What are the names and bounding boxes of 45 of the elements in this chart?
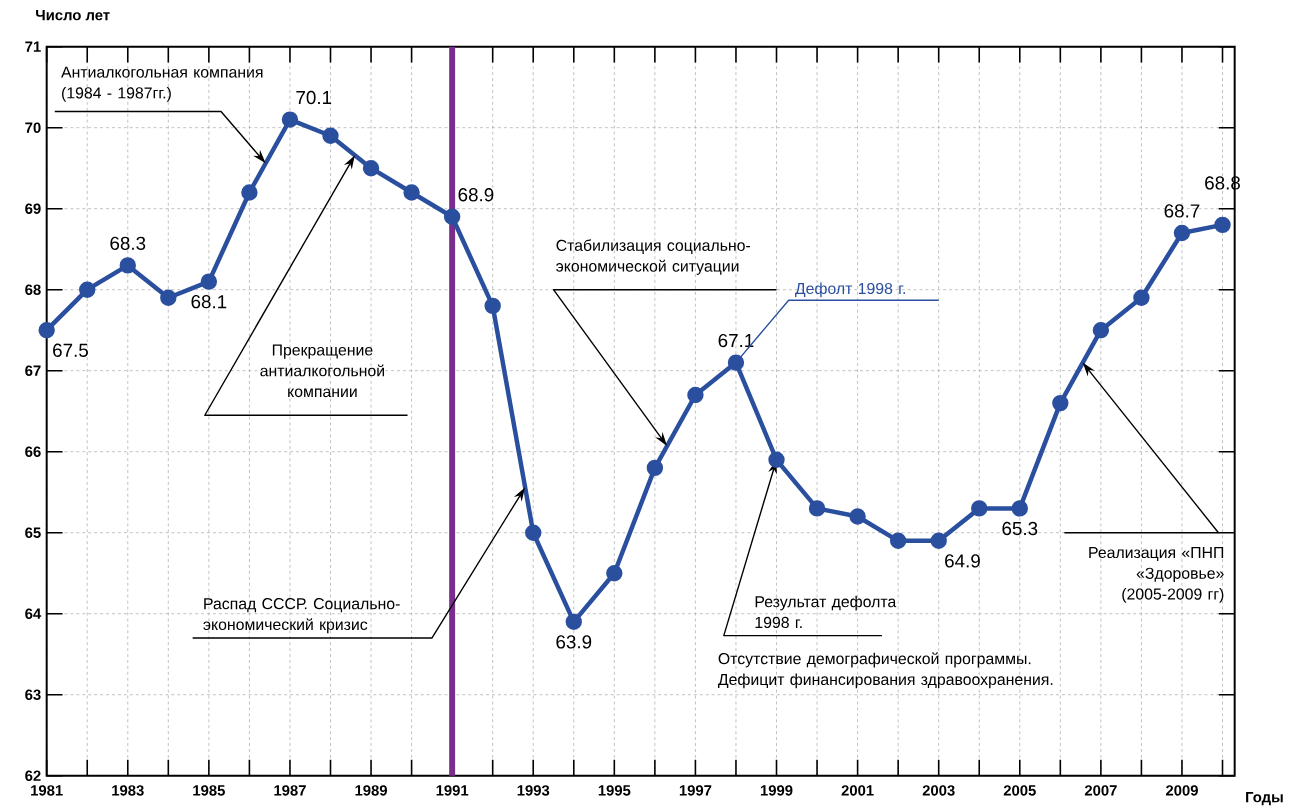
- x-tick-label: 2003: [922, 785, 955, 796]
- annotation: Стабилизация социально-экономической ситуации: [556, 239, 751, 276]
- x-tick-label: 2009: [1165, 785, 1198, 796]
- y-tick-label: 64: [25, 608, 42, 620]
- data-label: 70.1: [296, 91, 332, 105]
- data-label: 63.9: [556, 635, 592, 649]
- data-label: 65.3: [1002, 522, 1038, 536]
- y-tick-label: 69: [25, 203, 41, 215]
- annotation: Антиалкогольная компания (1984 - 1987гг.): [61, 66, 263, 102]
- data-label: 68.1: [191, 295, 227, 309]
- x-tick-label: 1981: [31, 785, 63, 796]
- data-label: 68.3: [110, 236, 146, 251]
- data-label: 67.5: [53, 343, 88, 358]
- data-label: 68.7: [1164, 204, 1200, 218]
- annotation: Распад СССР. Социально-экономический кризис: [203, 598, 400, 634]
- x-tick-label: 1983: [112, 785, 144, 796]
- y-axis-title: Число лет: [36, 10, 110, 21]
- x-tick-label: 1987: [274, 785, 306, 796]
- annotation: Реализация «ПНП «Здоровье» (2005-2009 гг): [1089, 547, 1224, 604]
- y-tick-label: 66: [25, 446, 41, 458]
- y-tick-label: 65: [25, 527, 41, 539]
- x-tick-label: 1999: [760, 785, 793, 796]
- y-tick-label: 68: [25, 284, 41, 296]
- annotation: Результат дефолта 1998 г.: [755, 595, 897, 629]
- x-tick-label: 2001: [841, 785, 874, 796]
- x-axis-title: Годы: [1246, 792, 1283, 806]
- y-tick-label: 67: [25, 365, 41, 377]
- y-tick-label: 63: [25, 689, 41, 701]
- x-tick-label: 1989: [355, 785, 387, 796]
- annotation: Отсутствие демографической программы. Дефицит финансирования здравоохранения.: [717, 652, 1053, 689]
- x-tick-label: 1997: [679, 785, 712, 796]
- y-tick-label: 71: [25, 41, 41, 53]
- y-tick-label: 62: [25, 770, 41, 782]
- data-label: 68.9: [458, 188, 494, 202]
- x-tick-label: 2007: [1084, 785, 1117, 796]
- data-label: 64.9: [945, 554, 980, 568]
- x-tick-label: 2005: [1003, 785, 1036, 796]
- data-label: 67.1: [718, 334, 754, 348]
- annotation: Дефолт 1998 г.: [795, 282, 905, 298]
- x-tick-label: 1995: [598, 785, 631, 796]
- x-tick-label: 1991: [436, 785, 469, 796]
- x-tick-label: 1993: [517, 785, 550, 796]
- y-tick-label: 70: [25, 122, 41, 134]
- annotation: Прекращение антиалкогольной компании: [260, 344, 384, 398]
- x-tick-label: 1985: [193, 785, 225, 796]
